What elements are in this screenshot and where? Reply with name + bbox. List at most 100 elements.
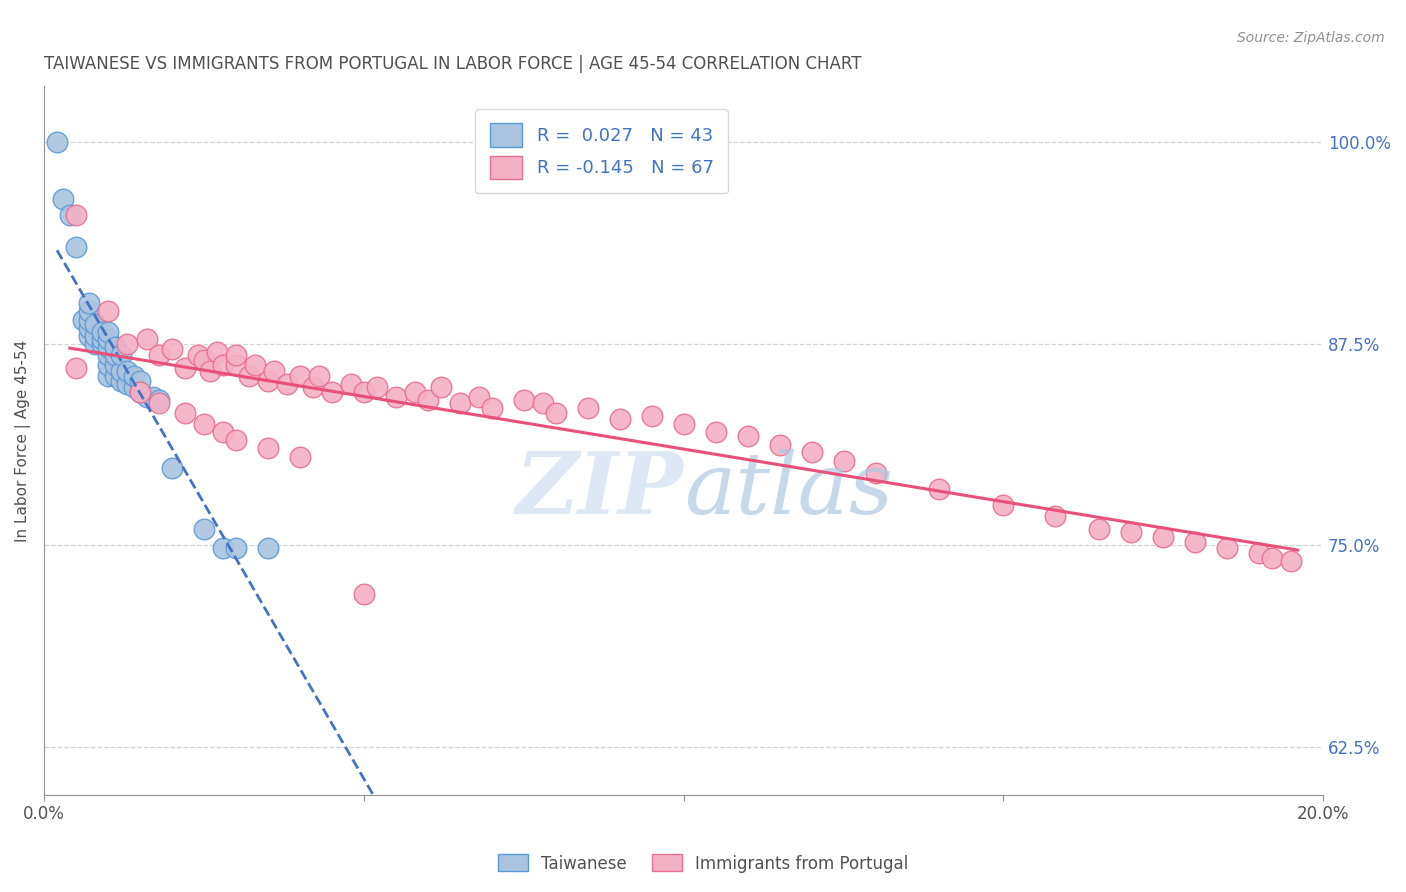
Point	[301, 380, 323, 394]
Point	[800, 444, 823, 458]
Legend: R =  0.027   N = 43, R = -0.145   N = 67: R = 0.027 N = 43, R = -0.145 N = 67	[475, 109, 728, 194]
Point	[160, 342, 183, 356]
Point	[1184, 535, 1206, 549]
Point	[481, 401, 503, 416]
Point	[544, 406, 567, 420]
Point	[993, 498, 1015, 512]
Point	[225, 358, 247, 372]
Point	[212, 425, 235, 440]
Point	[77, 296, 100, 310]
Point	[72, 312, 94, 326]
Point	[225, 348, 247, 362]
Point	[353, 385, 375, 400]
Point	[90, 332, 112, 346]
Point	[200, 364, 222, 378]
Point	[429, 380, 451, 394]
Point	[276, 377, 298, 392]
Point	[84, 336, 107, 351]
Point	[65, 360, 87, 375]
Point	[768, 438, 790, 452]
Point	[609, 412, 631, 426]
Point	[263, 364, 285, 378]
Point	[1261, 551, 1284, 566]
Point	[1216, 541, 1239, 556]
Point	[97, 326, 120, 340]
Point	[737, 428, 759, 442]
Point	[928, 482, 950, 496]
Point	[704, 425, 727, 440]
Point	[117, 364, 139, 378]
Point	[257, 541, 280, 556]
Point	[1088, 522, 1111, 536]
Y-axis label: In Labor Force | Age 45-54: In Labor Force | Age 45-54	[15, 339, 31, 541]
Point	[84, 328, 107, 343]
Text: ZIP: ZIP	[516, 449, 683, 532]
Point	[148, 396, 170, 410]
Point	[1121, 525, 1143, 540]
Point	[129, 385, 152, 400]
Point	[103, 358, 125, 372]
Point	[1152, 530, 1174, 544]
Text: TAIWANESE VS IMMIGRANTS FROM PORTUGAL IN LABOR FORCE | AGE 45-54 CORRELATION CHA: TAIWANESE VS IMMIGRANTS FROM PORTUGAL IN…	[44, 55, 862, 73]
Point	[97, 358, 120, 372]
Point	[193, 417, 215, 432]
Point	[205, 344, 228, 359]
Point	[193, 352, 215, 367]
Point	[1249, 546, 1271, 560]
Point	[257, 442, 280, 456]
Point	[449, 396, 471, 410]
Point	[308, 368, 330, 383]
Point	[77, 312, 100, 326]
Point	[110, 364, 132, 378]
Point	[142, 390, 165, 404]
Point	[77, 320, 100, 334]
Point	[340, 377, 363, 392]
Point	[65, 208, 87, 222]
Point	[1043, 509, 1066, 524]
Point	[97, 368, 120, 383]
Point	[97, 348, 120, 362]
Point	[865, 466, 887, 480]
Point	[117, 377, 139, 392]
Point	[77, 304, 100, 318]
Point	[46, 135, 69, 149]
Point	[65, 240, 87, 254]
Point	[97, 340, 120, 354]
Point	[122, 380, 145, 394]
Text: Source: ZipAtlas.com: Source: ZipAtlas.com	[1237, 31, 1385, 45]
Point	[404, 385, 426, 400]
Point	[148, 393, 170, 408]
Point	[366, 380, 388, 394]
Point	[672, 417, 695, 432]
Point	[288, 368, 311, 383]
Point	[353, 586, 375, 600]
Point	[103, 348, 125, 362]
Point	[84, 318, 107, 332]
Point	[225, 541, 247, 556]
Point	[187, 348, 209, 362]
Point	[257, 374, 280, 388]
Point	[148, 348, 170, 362]
Point	[59, 208, 82, 222]
Point	[193, 522, 215, 536]
Point	[129, 374, 152, 388]
Point	[416, 393, 439, 408]
Point	[238, 368, 260, 383]
Point	[103, 368, 125, 383]
Point	[77, 328, 100, 343]
Point	[90, 326, 112, 340]
Point	[173, 406, 195, 420]
Point	[97, 304, 120, 318]
Point	[225, 434, 247, 448]
Point	[385, 390, 408, 404]
Text: atlas: atlas	[683, 449, 893, 532]
Point	[135, 332, 157, 346]
Point	[245, 358, 267, 372]
Point	[321, 385, 343, 400]
Point	[468, 390, 491, 404]
Point	[110, 374, 132, 388]
Point	[90, 336, 112, 351]
Point	[122, 368, 145, 383]
Point	[576, 401, 599, 416]
Point	[160, 460, 183, 475]
